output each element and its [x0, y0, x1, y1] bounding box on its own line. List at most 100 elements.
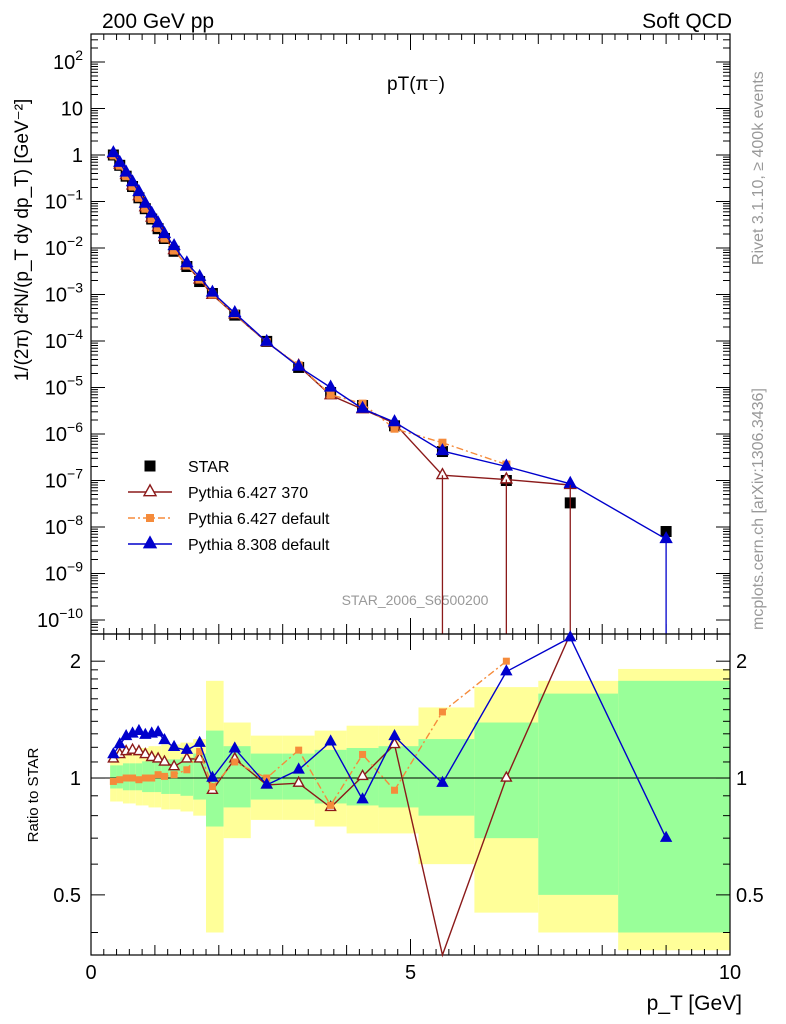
ratio-point: [436, 775, 449, 787]
header-right-label: Soft QCD: [642, 10, 732, 33]
data-point: [326, 390, 335, 399]
rivet-version-label: Rivet 3.1.10, ≥ 400k events: [750, 71, 767, 265]
data-point: [125, 174, 140, 187]
ratio-point: [132, 723, 146, 735]
ratio-point: [151, 725, 165, 737]
data-point: [106, 145, 121, 158]
data-point: [157, 226, 172, 239]
ratio-point: [158, 754, 171, 766]
ratio-point: [502, 657, 510, 665]
ratio-point: [183, 766, 191, 774]
ratio-point: [295, 746, 303, 754]
ratio-point: [359, 750, 367, 758]
star-band-1sigma: [180, 757, 194, 796]
ratio-point: [160, 772, 168, 780]
y-tick-label: 10−2: [45, 233, 83, 260]
ratio-point: [145, 750, 158, 762]
y-tick-label: 10−10: [37, 605, 83, 632]
legend-marker: [146, 514, 154, 522]
star-band-1sigma: [314, 749, 347, 804]
data-point: [160, 234, 169, 243]
star-band-1sigma: [538, 693, 619, 895]
data-point: [134, 193, 143, 202]
ratio-point: [388, 737, 401, 749]
ratio-point: [327, 801, 335, 809]
main-y-axis-label: 1/(2π) d²N/(p_T dy dp_T) [GeV⁻²]: [12, 99, 33, 382]
ratio-point: [148, 774, 156, 782]
series-line: [112, 153, 571, 486]
data-point: [291, 358, 306, 371]
y-tick-label: 10−4: [45, 326, 83, 353]
data-point: [167, 238, 181, 251]
ratio-point: [139, 747, 152, 759]
ratio-point: [116, 776, 124, 784]
ratio-point: [228, 741, 241, 753]
x-tick-label: 10: [719, 962, 741, 984]
y-tick-label: 1: [72, 145, 83, 167]
y-tick-label: 10−1: [45, 186, 83, 213]
ratio-point: [292, 775, 305, 787]
ratio-point: [438, 708, 446, 716]
legend-marker: [144, 460, 156, 472]
star-band-1sigma: [110, 765, 117, 789]
mcplots-source-label: mcplots.cern.ch [arXiv:1306.3436]: [750, 388, 767, 630]
data-point: [119, 164, 133, 177]
legend-marker: [142, 535, 158, 549]
ratio-y-tick-label: 0.5: [736, 885, 764, 907]
data-point: [260, 333, 274, 346]
ratio-point: [180, 742, 194, 754]
ratio-point: [388, 729, 401, 741]
ratio-point: [564, 630, 577, 642]
ratio-point: [659, 830, 673, 842]
ratio-point: [193, 735, 206, 747]
data-point: [228, 305, 242, 318]
ratio-point: [129, 774, 137, 782]
data-point: [132, 184, 146, 197]
series-line: [112, 155, 507, 466]
ratio-point: [132, 744, 146, 756]
legend: STAR Pythia 6.427 370 Pythia 6.427 default…: [128, 459, 330, 554]
data-point: [438, 438, 447, 447]
data-point: [154, 223, 163, 232]
ratio-point: [324, 734, 337, 746]
ratio-point: [500, 770, 513, 782]
ratio-point: [208, 783, 216, 791]
ratio-point: [135, 776, 143, 784]
main-plot-area: 10−10 10−9 10−8 10−7 10−6 10−5 10−4 10−3 10−2 10−…: [37, 33, 731, 635]
x-tick-label: 0: [85, 962, 96, 984]
ratio-point: [170, 771, 178, 779]
ratio-point: [154, 771, 162, 779]
header-left-label: 200 GeV pp: [102, 10, 214, 33]
y-tick-label: 10: [61, 98, 83, 120]
y-tick-label: 10−8: [45, 512, 83, 539]
ratio-y-tick-label: 1: [70, 768, 81, 790]
ratio-point: [122, 774, 130, 782]
ratio-y-tick-label: 0.5: [53, 885, 81, 907]
data-point: [387, 414, 402, 427]
data-point: [180, 255, 194, 268]
data-point: [435, 443, 450, 456]
ratio-point: [113, 737, 126, 749]
data-point: [323, 379, 338, 392]
ratio-point: [206, 770, 219, 782]
legend-marker: [142, 483, 158, 497]
ratio-point: [391, 786, 399, 794]
star-band-1sigma: [223, 746, 251, 808]
ratio-plot-area: 0 5 10 0.5 0.5 1 1 2 2: [53, 630, 764, 984]
legend-label: Pythia 8.308 default: [188, 537, 330, 554]
main-plot-frame: [90, 33, 731, 635]
data-point: [128, 182, 137, 191]
ratio-point: [180, 751, 194, 763]
ratio-point: [196, 748, 204, 756]
analysis-watermark: STAR_2006_S6500200: [342, 592, 489, 608]
y-tick-label: 102: [53, 47, 83, 74]
ratio-y-tick-label: 2: [736, 651, 747, 673]
star-band-1sigma: [618, 680, 730, 933]
ratio-point: [107, 747, 120, 759]
ratio-point: [167, 759, 181, 771]
legend-label: STAR: [188, 459, 229, 476]
ratio-point: [141, 774, 149, 782]
ratio-point: [292, 762, 305, 774]
y-tick-label: 10−7: [45, 466, 83, 493]
